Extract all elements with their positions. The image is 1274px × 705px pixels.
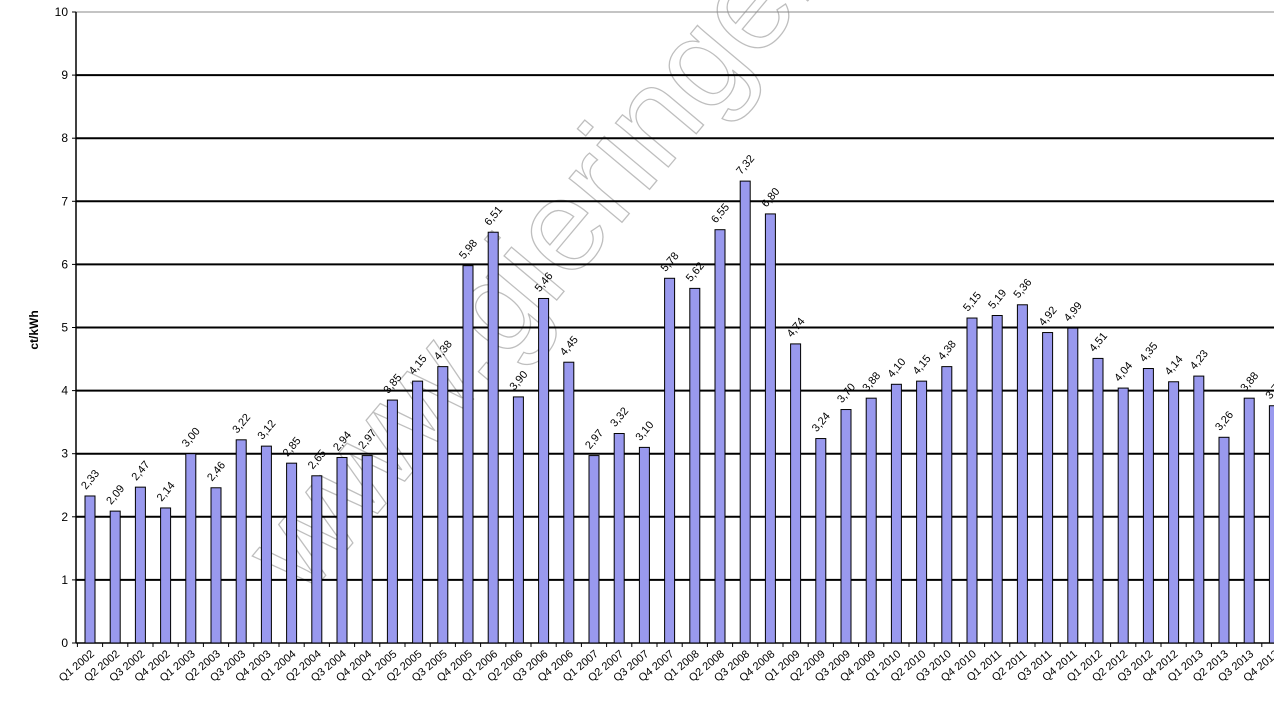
y-tick-label: 9 — [61, 68, 68, 82]
data-label: 4,35 — [1138, 340, 1161, 364]
bar-q3-2006 — [538, 297, 550, 644]
data-label: 2,14 — [155, 480, 178, 504]
y-tick-label: 3 — [61, 447, 68, 461]
bar-q3-2009 — [840, 409, 852, 644]
bar-q2-2013 — [1218, 436, 1230, 644]
bar-q1-2011 — [991, 315, 1003, 644]
bar-q1-2003 — [185, 453, 197, 644]
bar-q1-2006 — [487, 231, 499, 644]
bar-q1-2012 — [1092, 357, 1104, 644]
bar-q3-2004 — [336, 456, 348, 644]
bar-q1-2005 — [386, 399, 398, 644]
data-label: 3,12 — [256, 418, 279, 442]
bar-q2-2004 — [311, 475, 323, 644]
data-label: 5,36 — [1012, 277, 1035, 301]
bar-q3-2002 — [134, 486, 146, 644]
bars — [84, 180, 1274, 644]
y-tick-label: 0 — [61, 636, 68, 650]
bar-q1-2004 — [286, 462, 298, 644]
y-tick-label: 7 — [61, 194, 68, 208]
bar-q2-2003 — [210, 487, 222, 644]
bar-q3-2008 — [739, 180, 751, 644]
bar-q4-2010 — [966, 317, 978, 644]
data-label: 3,22 — [230, 412, 253, 436]
bar-q2-2010 — [916, 380, 928, 644]
bar-q4-2009 — [865, 397, 877, 644]
bar-q4-2005 — [462, 265, 474, 644]
bar-q2-2006 — [512, 396, 524, 644]
data-label: 2,09 — [104, 483, 127, 507]
data-label: 5,15 — [961, 290, 984, 314]
data-label: 4,38 — [936, 338, 959, 362]
bar-q3-2007 — [638, 446, 650, 644]
bar-q3-2005 — [437, 366, 449, 644]
data-label: 4,92 — [1037, 304, 1060, 328]
bar-q4-2013 — [1268, 405, 1274, 644]
y-tick-label: 6 — [61, 257, 68, 271]
bar-q4-2006 — [563, 361, 575, 644]
bar-q4-2004 — [361, 455, 373, 644]
y-tick-label: 8 — [61, 131, 68, 145]
data-label: 3,70 — [835, 381, 858, 405]
bar-q1-2002 — [84, 495, 96, 644]
y-tick-label: 1 — [61, 573, 68, 587]
data-label: 4,51 — [1087, 330, 1110, 354]
bar-q4-2012 — [1168, 381, 1180, 644]
bar-q3-2010 — [941, 366, 953, 644]
data-label: 2,46 — [205, 460, 228, 484]
data-label: 4,15 — [911, 353, 934, 377]
data-label: 3,00 — [180, 426, 203, 450]
data-label: 4,23 — [1188, 348, 1211, 372]
data-label: 3,32 — [608, 405, 631, 429]
data-label: 5,19 — [986, 287, 1009, 311]
y-axis-label: ct/kWh — [27, 310, 41, 349]
bar-q1-2013 — [1193, 375, 1205, 644]
bar-q1-2007 — [588, 455, 600, 644]
bar-q2-2007 — [613, 433, 625, 644]
y-tick-label: 4 — [61, 384, 68, 398]
data-label: 3,76 — [1264, 378, 1274, 402]
data-label: 4,99 — [1062, 300, 1085, 324]
bar-q4-2002 — [160, 507, 172, 644]
data-label: 5,78 — [659, 250, 682, 274]
data-label: 6,80 — [760, 186, 783, 210]
data-label: 2,47 — [130, 459, 153, 483]
y-tick-label: 5 — [61, 321, 68, 335]
bar-q2-2002 — [109, 510, 121, 644]
bar-q1-2008 — [689, 287, 701, 644]
bar-q3-2003 — [235, 439, 247, 644]
data-label: 3,24 — [810, 410, 833, 434]
bar-q4-2008 — [764, 213, 776, 644]
y-tick-labels: 0 1 2 3 4 5 6 7 8 9 10 — [55, 5, 76, 650]
data-label: 2,33 — [79, 468, 102, 492]
data-label: 6,55 — [709, 201, 732, 225]
bar-q2-2005 — [412, 380, 424, 644]
bar-q4-2007 — [664, 277, 676, 644]
bar-q2-2011 — [1016, 304, 1028, 644]
bar-q4-2011 — [1067, 327, 1079, 644]
data-label: 2,97 — [583, 427, 606, 451]
bar-q1-2010 — [890, 383, 902, 644]
bar-q2-2008 — [714, 229, 726, 644]
bar-q2-2012 — [1117, 387, 1129, 644]
data-label: 7,32 — [734, 153, 757, 177]
bar-q4-2003 — [260, 445, 272, 644]
y-tick-label: 10 — [55, 5, 69, 19]
bar-q3-2013 — [1243, 397, 1255, 644]
data-label: 4,04 — [1112, 360, 1135, 384]
bar-q2-2009 — [815, 438, 827, 644]
data-label: 3,26 — [1213, 409, 1236, 433]
y-tick-label: 2 — [61, 510, 68, 524]
bar-q1-2009 — [790, 343, 802, 644]
data-label: 4,14 — [1163, 354, 1186, 378]
bar-q3-2012 — [1142, 368, 1154, 644]
data-label: 4,10 — [886, 356, 909, 380]
bar-q3-2011 — [1042, 332, 1054, 644]
data-label: 3,10 — [634, 419, 657, 443]
